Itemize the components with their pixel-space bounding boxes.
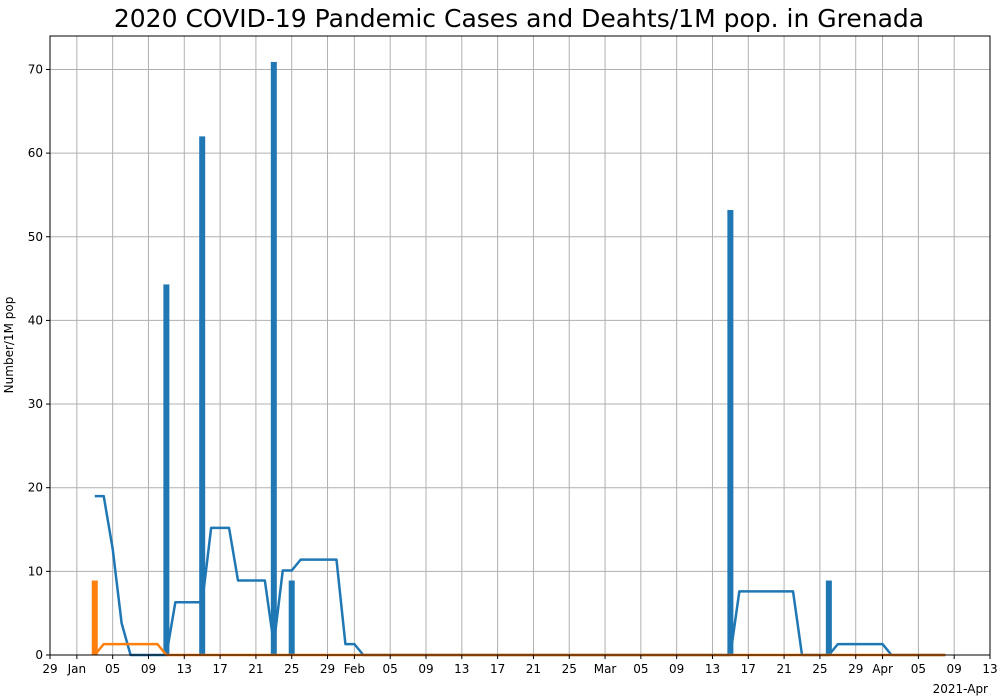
x-tick-label: 09 [669, 662, 684, 676]
series-line [93, 642, 946, 657]
y-tick-label: 0 [35, 648, 43, 662]
x-tick-label: 29 [848, 662, 863, 676]
x-axis-offset-label: 2021-Apr [933, 682, 988, 696]
x-tick-label: Mar [594, 662, 617, 676]
bar [727, 209, 734, 655]
x-tick-label: 25 [562, 662, 577, 676]
x-tick-label: 05 [633, 662, 648, 676]
x-tick-label: 25 [284, 662, 299, 676]
bar [163, 284, 170, 655]
x-tick-label: Apr [872, 662, 893, 676]
x-tick-label: 13 [454, 662, 469, 676]
x-tick-label: 29 [320, 662, 335, 676]
x-tick-label: 21 [248, 662, 263, 676]
y-tick-label: 70 [28, 62, 43, 76]
bar [91, 580, 98, 655]
x-tick-label: 17 [212, 662, 227, 676]
plot-frame [49, 35, 991, 656]
series-line [94, 494, 946, 657]
x-tick-label: 05 [911, 662, 926, 676]
x-tick-label: 05 [105, 662, 120, 676]
x-tick-label: 09 [947, 662, 962, 676]
bar [288, 580, 295, 655]
x-tick-label: 09 [418, 662, 433, 676]
chart-title: 2020 COVID-19 Pandemic Cases and Deahts/… [114, 4, 924, 33]
x-tick-label: Jan [67, 662, 87, 676]
x-tick-label: Feb [344, 662, 365, 676]
x-tick-label: 17 [490, 662, 505, 676]
y-tick-label: 60 [28, 146, 43, 160]
bar [199, 136, 206, 656]
bar [825, 580, 832, 655]
x-tick-label: 05 [383, 662, 398, 676]
y-tick-label: 40 [28, 313, 43, 327]
y-axis-label: Number/1M pop [2, 297, 16, 394]
x-tick-label: 13 [982, 662, 997, 676]
grid [49, 36, 991, 656]
y-tick-label: 10 [28, 564, 43, 578]
x-tick-label: 09 [141, 662, 156, 676]
y-tick-label: 30 [28, 397, 43, 411]
x-tick-label: 25 [812, 662, 827, 676]
x-tick-label: 21 [526, 662, 541, 676]
y-tick-label: 50 [28, 230, 43, 244]
x-tick-label: 13 [705, 662, 720, 676]
x-tick-label: 17 [741, 662, 756, 676]
bar [270, 61, 277, 655]
y-axis: 0 10 20 30 40 50 60 70 [28, 62, 50, 662]
x-tick-label: 29 [42, 662, 57, 676]
bars [91, 61, 832, 656]
lines [93, 494, 946, 657]
x-tick-label: 21 [776, 662, 791, 676]
x-axis: 29 Jan 05 09 13 17 21 25 29 Feb 05 09 13 17 21 25 Mar 05 0… [42, 655, 998, 676]
x-tick-label: 13 [177, 662, 192, 676]
y-tick-label: 20 [28, 481, 43, 495]
